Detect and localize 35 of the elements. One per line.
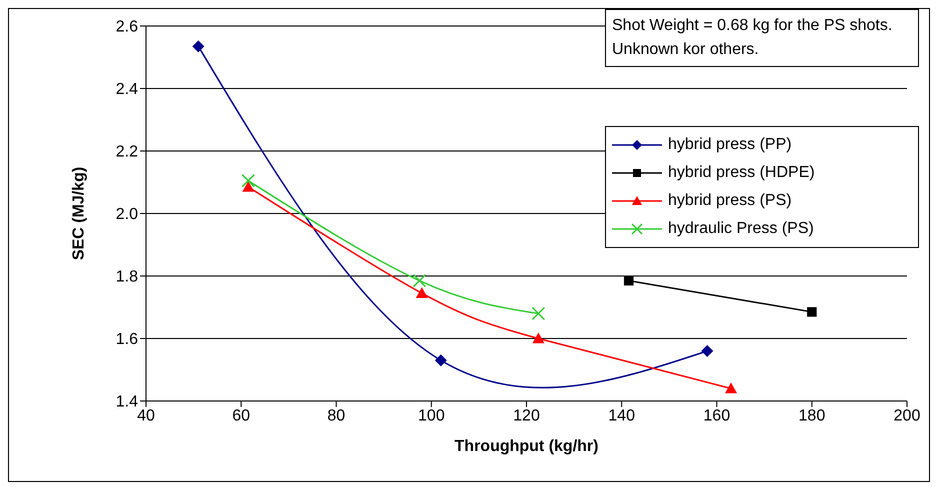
y-tick-label: 2.4 bbox=[116, 81, 138, 98]
y-tick-label: 1.8 bbox=[116, 268, 138, 286]
y-tick-label: 1.6 bbox=[116, 331, 138, 348]
x-axis-title: Throughput (kg/hr) bbox=[454, 438, 598, 455]
point bbox=[532, 306, 546, 320]
point bbox=[725, 382, 738, 394]
legend-label: hybrid press (PP) bbox=[668, 136, 792, 154]
x-tick-label: 140 bbox=[608, 407, 636, 424]
point bbox=[242, 180, 254, 192]
y-tick-label: 2.2 bbox=[116, 144, 138, 161]
x-tick-label: 80 bbox=[327, 407, 346, 424]
legend-label: hybrid press (PS) bbox=[668, 192, 792, 210]
x-tick-label: 160 bbox=[703, 407, 730, 424]
legend-label: hybrid press (HDPE) bbox=[668, 164, 815, 182]
point bbox=[242, 174, 256, 188]
y-tick-label: 1.4 bbox=[116, 394, 138, 411]
x-tick-label: 60 bbox=[232, 407, 250, 424]
x-tick-label: 120 bbox=[513, 407, 540, 424]
point bbox=[412, 274, 426, 288]
point bbox=[624, 276, 634, 286]
point bbox=[416, 287, 428, 298]
x-tick-label: 180 bbox=[798, 407, 826, 424]
point bbox=[434, 354, 447, 366]
point bbox=[701, 345, 714, 357]
x-tick-label: 200 bbox=[894, 407, 920, 424]
y-axis-title: SEC (MJ/kg) bbox=[70, 166, 88, 260]
point bbox=[532, 332, 544, 344]
point bbox=[192, 40, 204, 52]
y-tick-label: 2.6 bbox=[116, 18, 138, 36]
annotation: Shot Weight = 0.68 kg for the PS shots. Unknown kor others. bbox=[612, 16, 894, 60]
legend-label: hydraulic Press (PS) bbox=[668, 220, 814, 238]
y-tick-label: 2.0 bbox=[116, 206, 138, 224]
x-tick-label: 100 bbox=[418, 407, 445, 424]
point bbox=[807, 307, 817, 317]
x-tick-label: 40 bbox=[137, 407, 155, 424]
